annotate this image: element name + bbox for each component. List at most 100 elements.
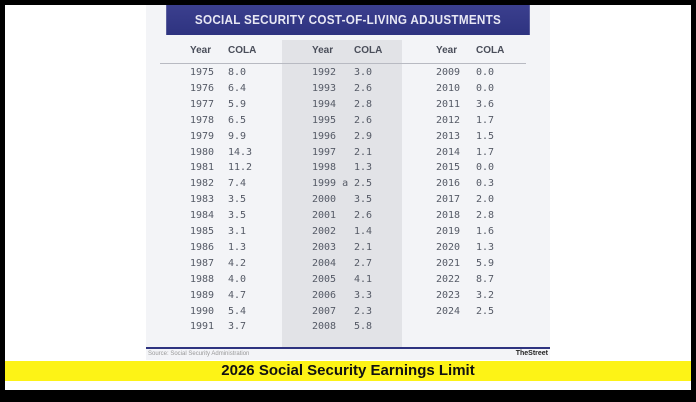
year-cell: 1987 — [190, 257, 215, 269]
cola-cell: 2.6 — [354, 114, 373, 126]
cola-cell: 1.3 — [354, 162, 373, 174]
year-cell: 2000 — [312, 194, 337, 206]
cola-cell: 3.0 — [354, 67, 373, 78]
year-cell: 2003 — [312, 241, 337, 253]
year-cell: 1996 — [312, 130, 337, 142]
year-cell: 2008 — [312, 321, 337, 333]
cola-cell: 3.5 — [228, 194, 247, 206]
cola-cell: 4.1 — [354, 273, 373, 285]
cola-cell: 8.7 — [476, 273, 495, 285]
year-cell: 1994 — [312, 98, 337, 110]
cola-cell: 2.6 — [354, 82, 373, 94]
year-cell: 2006 — [312, 289, 337, 301]
cola-table-panel: SOCIAL SECURITY COST-OF-LIVING ADJUSTMEN… — [146, 5, 550, 360]
cola-cell: 6.5 — [228, 114, 247, 126]
year-cell: Year — [436, 45, 458, 56]
header-divider — [160, 63, 526, 64]
year-cell: 1979 — [190, 130, 215, 142]
year-cell: 2016 — [436, 178, 461, 190]
year-cell: 2009 — [436, 67, 461, 78]
cola-cell: 14.3 — [228, 146, 253, 158]
cola-cell: 0.0 — [476, 82, 495, 94]
cola-cell: 5.4 — [228, 305, 247, 317]
cola-cell: 3.6 — [476, 98, 495, 110]
cola-cell: 2.5 — [476, 305, 495, 317]
year-cell: 2022 — [436, 273, 461, 285]
year-cell: 1983 — [190, 194, 215, 206]
year-cell: 1981 — [190, 162, 215, 174]
cola-cell: 4.2 — [228, 257, 247, 269]
year-cell: 1984 — [190, 210, 215, 222]
cola-cell: 4.0 — [228, 273, 247, 285]
year-cell: 2019 — [436, 226, 461, 237]
year-cell: 2021 — [436, 257, 461, 269]
year-cell: 1992 — [312, 67, 337, 78]
year-cell: 2010 — [436, 82, 461, 94]
cola-cell: 0.3 — [476, 178, 495, 190]
year-cell: 2007 — [312, 305, 337, 317]
cola-cell: 7.4 — [228, 178, 247, 190]
cola-cell: 2.1 — [354, 241, 373, 253]
year-cell: 1980 — [190, 146, 215, 158]
table-title: SOCIAL SECURITY COST-OF-LIVING ADJUSTMEN… — [166, 5, 530, 35]
year-cell: 2005 — [312, 273, 337, 285]
year-cell: 1986 — [190, 241, 215, 253]
year-cell: 2013 — [436, 130, 461, 142]
year-cell: 1975 — [190, 67, 215, 78]
cola-cell: 9.9 — [228, 130, 247, 142]
cola-cell: 2.7 — [354, 257, 373, 269]
cola-cell: 6.4 — [228, 82, 247, 94]
cola-cell: 2.1 — [354, 146, 373, 158]
year-cell: 2004 — [312, 257, 337, 269]
cola-cell: 2.5 — [354, 178, 373, 190]
year-cell: 2018 — [436, 210, 461, 222]
cola-cell: 3.3 — [354, 289, 373, 301]
cola-cell: 3.2 — [476, 289, 495, 301]
year-cell: 2001 — [312, 210, 337, 222]
middle-column-shading — [282, 40, 402, 347]
footer-divider — [146, 347, 550, 349]
cola-cell: 0.0 — [476, 67, 495, 78]
cola-cell: 1.3 — [228, 241, 247, 253]
cola-cell: COLA — [476, 45, 505, 56]
year-cell: 1977 — [190, 98, 215, 110]
year-cell: 1985 — [190, 226, 215, 237]
year-cell: 2002 — [312, 226, 337, 237]
year-cell: 1999 a — [312, 178, 349, 190]
year-cell: 1990 — [190, 305, 215, 317]
cola-cell: 5.9 — [476, 257, 495, 269]
cola-cell: 0.0 — [476, 162, 495, 174]
cola-cell: 1.4 — [354, 226, 373, 237]
caption-banner: 2026 Social Security Earnings Limit — [5, 361, 691, 381]
year-cell: 2023 — [436, 289, 461, 301]
year-cell: 2011 — [436, 98, 461, 110]
year-cell: 2012 — [436, 114, 461, 126]
year-cell: 1988 — [190, 273, 215, 285]
year-cell: 1989 — [190, 289, 215, 301]
cola-cell: 8.0 — [228, 67, 247, 78]
year-cell: 1998 — [312, 162, 337, 174]
year-cell: 2024 — [436, 305, 461, 317]
cola-cell: 3.5 — [354, 194, 373, 206]
cola-cell: 2.8 — [354, 98, 373, 110]
cola-cell: COLA — [354, 45, 383, 56]
year-cell: Year — [312, 45, 334, 56]
cola-cell: 1.3 — [476, 241, 495, 253]
cola-cell: COLA — [228, 45, 257, 56]
cola-cell: 3.1 — [228, 226, 247, 237]
cola-cell: 2.3 — [354, 305, 373, 317]
year-cell: 2014 — [436, 146, 461, 158]
year-cell: 1976 — [190, 82, 215, 94]
cola-cell: 4.7 — [228, 289, 247, 301]
year-cell: 1997 — [312, 146, 337, 158]
source-note: Source: Social Security Administration — [148, 351, 250, 357]
cola-cell: 1.5 — [476, 130, 495, 142]
cola-cell: 2.6 — [354, 210, 373, 222]
thestreet-logo: TheStreet — [515, 350, 548, 357]
cola-cell: 5.8 — [354, 321, 373, 333]
cola-cell: 2.9 — [354, 130, 373, 142]
year-cell: 1991 — [190, 321, 215, 333]
cola-cell: 1.7 — [476, 114, 495, 126]
cola-cell: 3.7 — [228, 321, 247, 333]
cola-cell: 3.5 — [228, 210, 247, 222]
